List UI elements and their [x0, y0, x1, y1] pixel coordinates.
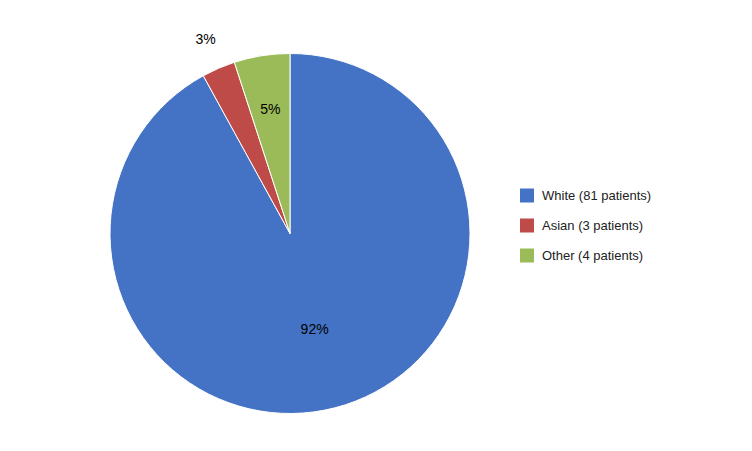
legend-swatch: [520, 219, 534, 233]
legend-label: Other (4 patients): [542, 248, 643, 263]
data-label: 5%: [260, 101, 280, 117]
legend-label: Asian (3 patients): [542, 218, 643, 233]
pie: [110, 54, 470, 414]
chart: 92% 3% 5% White (81 patients) Asian (3 patie…: [0, 0, 752, 451]
data-label: 3%: [196, 31, 216, 47]
legend-swatch: [520, 189, 534, 203]
legend-item: White (81 patients): [520, 188, 651, 203]
legend-item: Asian (3 patients): [520, 218, 643, 233]
data-labels: 92% 3% 5%: [196, 31, 329, 338]
data-label: 92%: [301, 321, 329, 337]
legend-item: Other (4 patients): [520, 248, 643, 263]
pie-slice: [234, 54, 290, 234]
legend-label: White (81 patients): [542, 188, 651, 203]
pie-slice: [110, 54, 470, 414]
legend: White (81 patients) Asian (3 patients) Oth…: [520, 188, 651, 263]
legend-swatch: [520, 249, 534, 263]
